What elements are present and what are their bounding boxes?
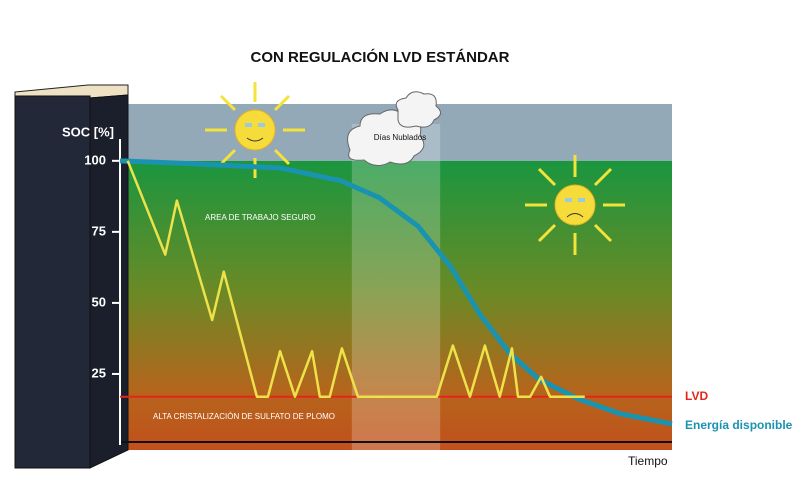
series-label: Energía disponible — [685, 418, 793, 432]
y-axis-label: SOC [%] — [62, 124, 114, 139]
sad-sun — [525, 155, 625, 255]
x-axis-label: Tiempo — [628, 454, 668, 468]
cloudy-label: Días Nublados — [374, 133, 426, 142]
lvd-label: LVD — [685, 389, 708, 403]
y-tick-label: 50 — [92, 294, 106, 309]
battery-front — [14, 95, 91, 469]
series-line — [119, 158, 673, 427]
danger-zone-label: ALTA CRISTALIZACIÓN DE SULFATO DE PLOMO — [153, 412, 335, 421]
y-tick-label: 75 — [92, 223, 106, 238]
y-tick-label: 100 — [84, 152, 106, 167]
cloudy-band — [351, 124, 441, 450]
sun — [205, 82, 305, 178]
battery-side — [89, 94, 129, 469]
series-line — [126, 160, 585, 398]
safe-zone-label: AREA DE TRABAJO SEGURO — [205, 213, 316, 222]
chart-title: CON REGULACIÓN LVD ESTÁNDAR — [251, 48, 510, 66]
clouds — [347, 91, 441, 166]
y-tick-label: 25 — [92, 365, 106, 380]
